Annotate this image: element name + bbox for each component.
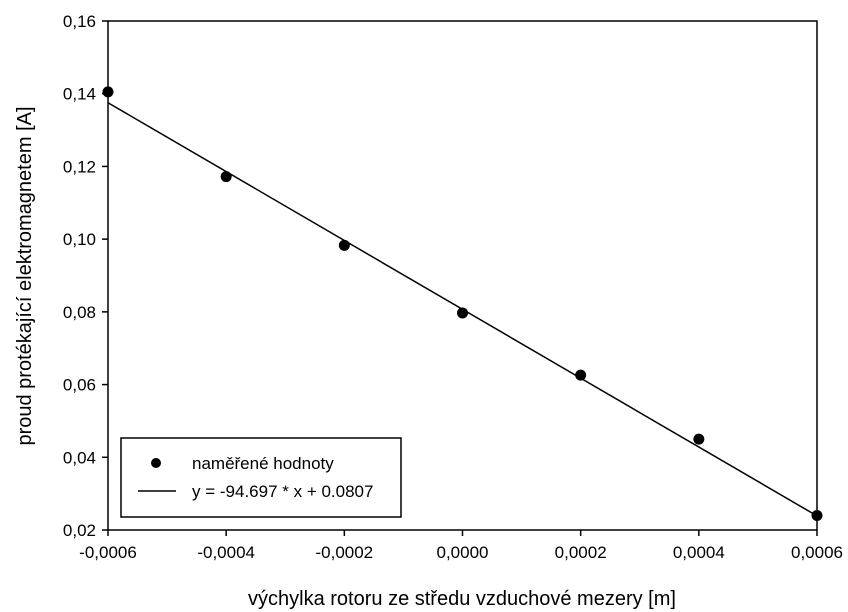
data-point [220, 171, 232, 183]
x-tick-label: -0,0006 [79, 543, 137, 562]
y-tick-label: 0,04 [63, 448, 96, 467]
data-point [575, 369, 587, 381]
y-axis-title: proud protékající elektromagnetem [A] [14, 106, 36, 445]
x-tick-label: -0,0004 [197, 543, 255, 562]
data-point [338, 239, 350, 251]
x-axis-title: výchylka rotoru ze středu vzduchové meze… [248, 588, 676, 610]
legend-box [120, 437, 402, 518]
y-tick-label: 0,08 [63, 303, 96, 322]
x-tick-label: -0,0002 [315, 543, 373, 562]
y-tick-label: 0,06 [63, 376, 96, 395]
y-tick-label: 0,12 [63, 157, 96, 176]
data-points-layer [102, 86, 823, 521]
x-tick-label: 0,0000 [437, 543, 489, 562]
y-tick-label: 0,16 [63, 12, 96, 31]
x-tick-label: 0,0002 [555, 543, 607, 562]
x-tick-label: 0,0006 [791, 543, 843, 562]
legend-marker-scatter-icon [151, 458, 161, 468]
data-point [811, 509, 823, 521]
data-point [457, 307, 468, 319]
legend-label-measured: naměřené hodnoty [192, 454, 334, 473]
data-point [693, 433, 705, 445]
y-tick-label: 0,10 [63, 230, 96, 249]
legend-label-fit: y = -94.697 * x + 0.0807 [192, 482, 373, 501]
legend: naměřené hodnoty y = -94.697 * x + 0.080… [120, 437, 402, 518]
y-tick-label: 0,02 [63, 521, 96, 540]
y-tick-label: 0,14 [63, 85, 96, 104]
x-tick-label: 0,0004 [673, 543, 725, 562]
y-axis-ticks: 0,02 0,04 0,06 0,08 0,10 0,12 0,14 0,16 [63, 12, 108, 540]
data-point [102, 86, 114, 98]
x-axis-ticks: -0,0006 -0,0004 -0,0002 0,0000 0,0002 0,0004 0… [79, 530, 843, 562]
